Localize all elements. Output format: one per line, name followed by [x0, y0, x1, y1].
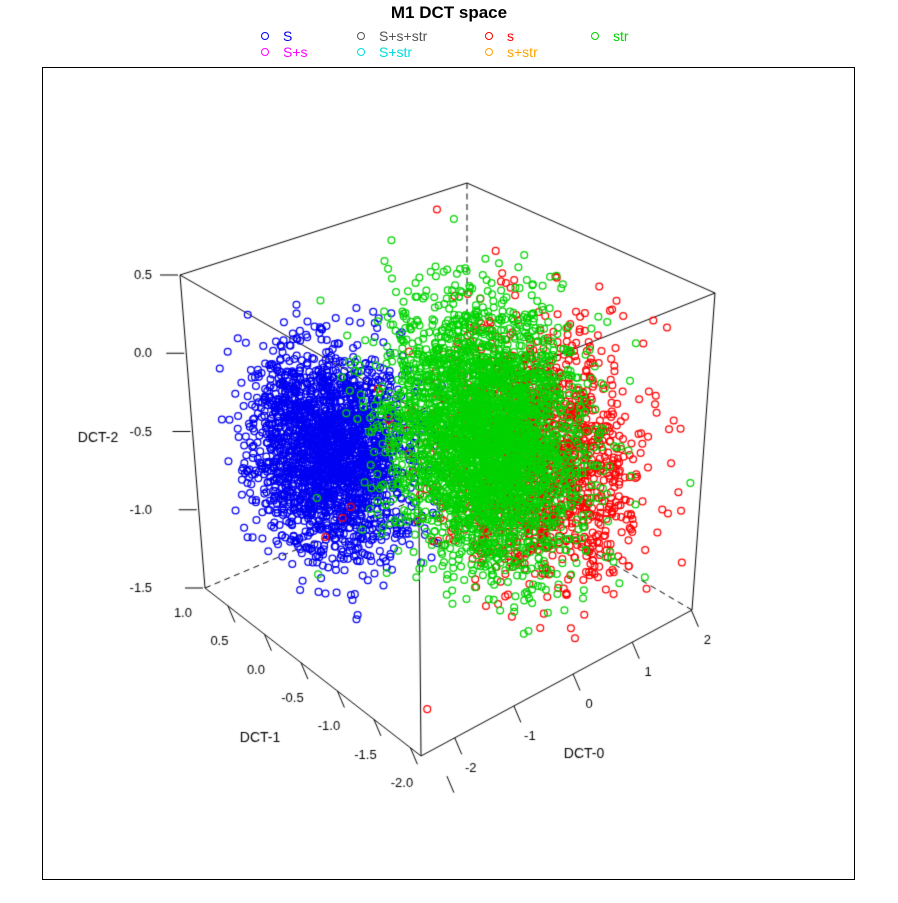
figure: M1 DCT space S S+s S+s+str S+str s s+str: [0, 0, 898, 903]
scatter3d-canvas: [0, 0, 898, 903]
